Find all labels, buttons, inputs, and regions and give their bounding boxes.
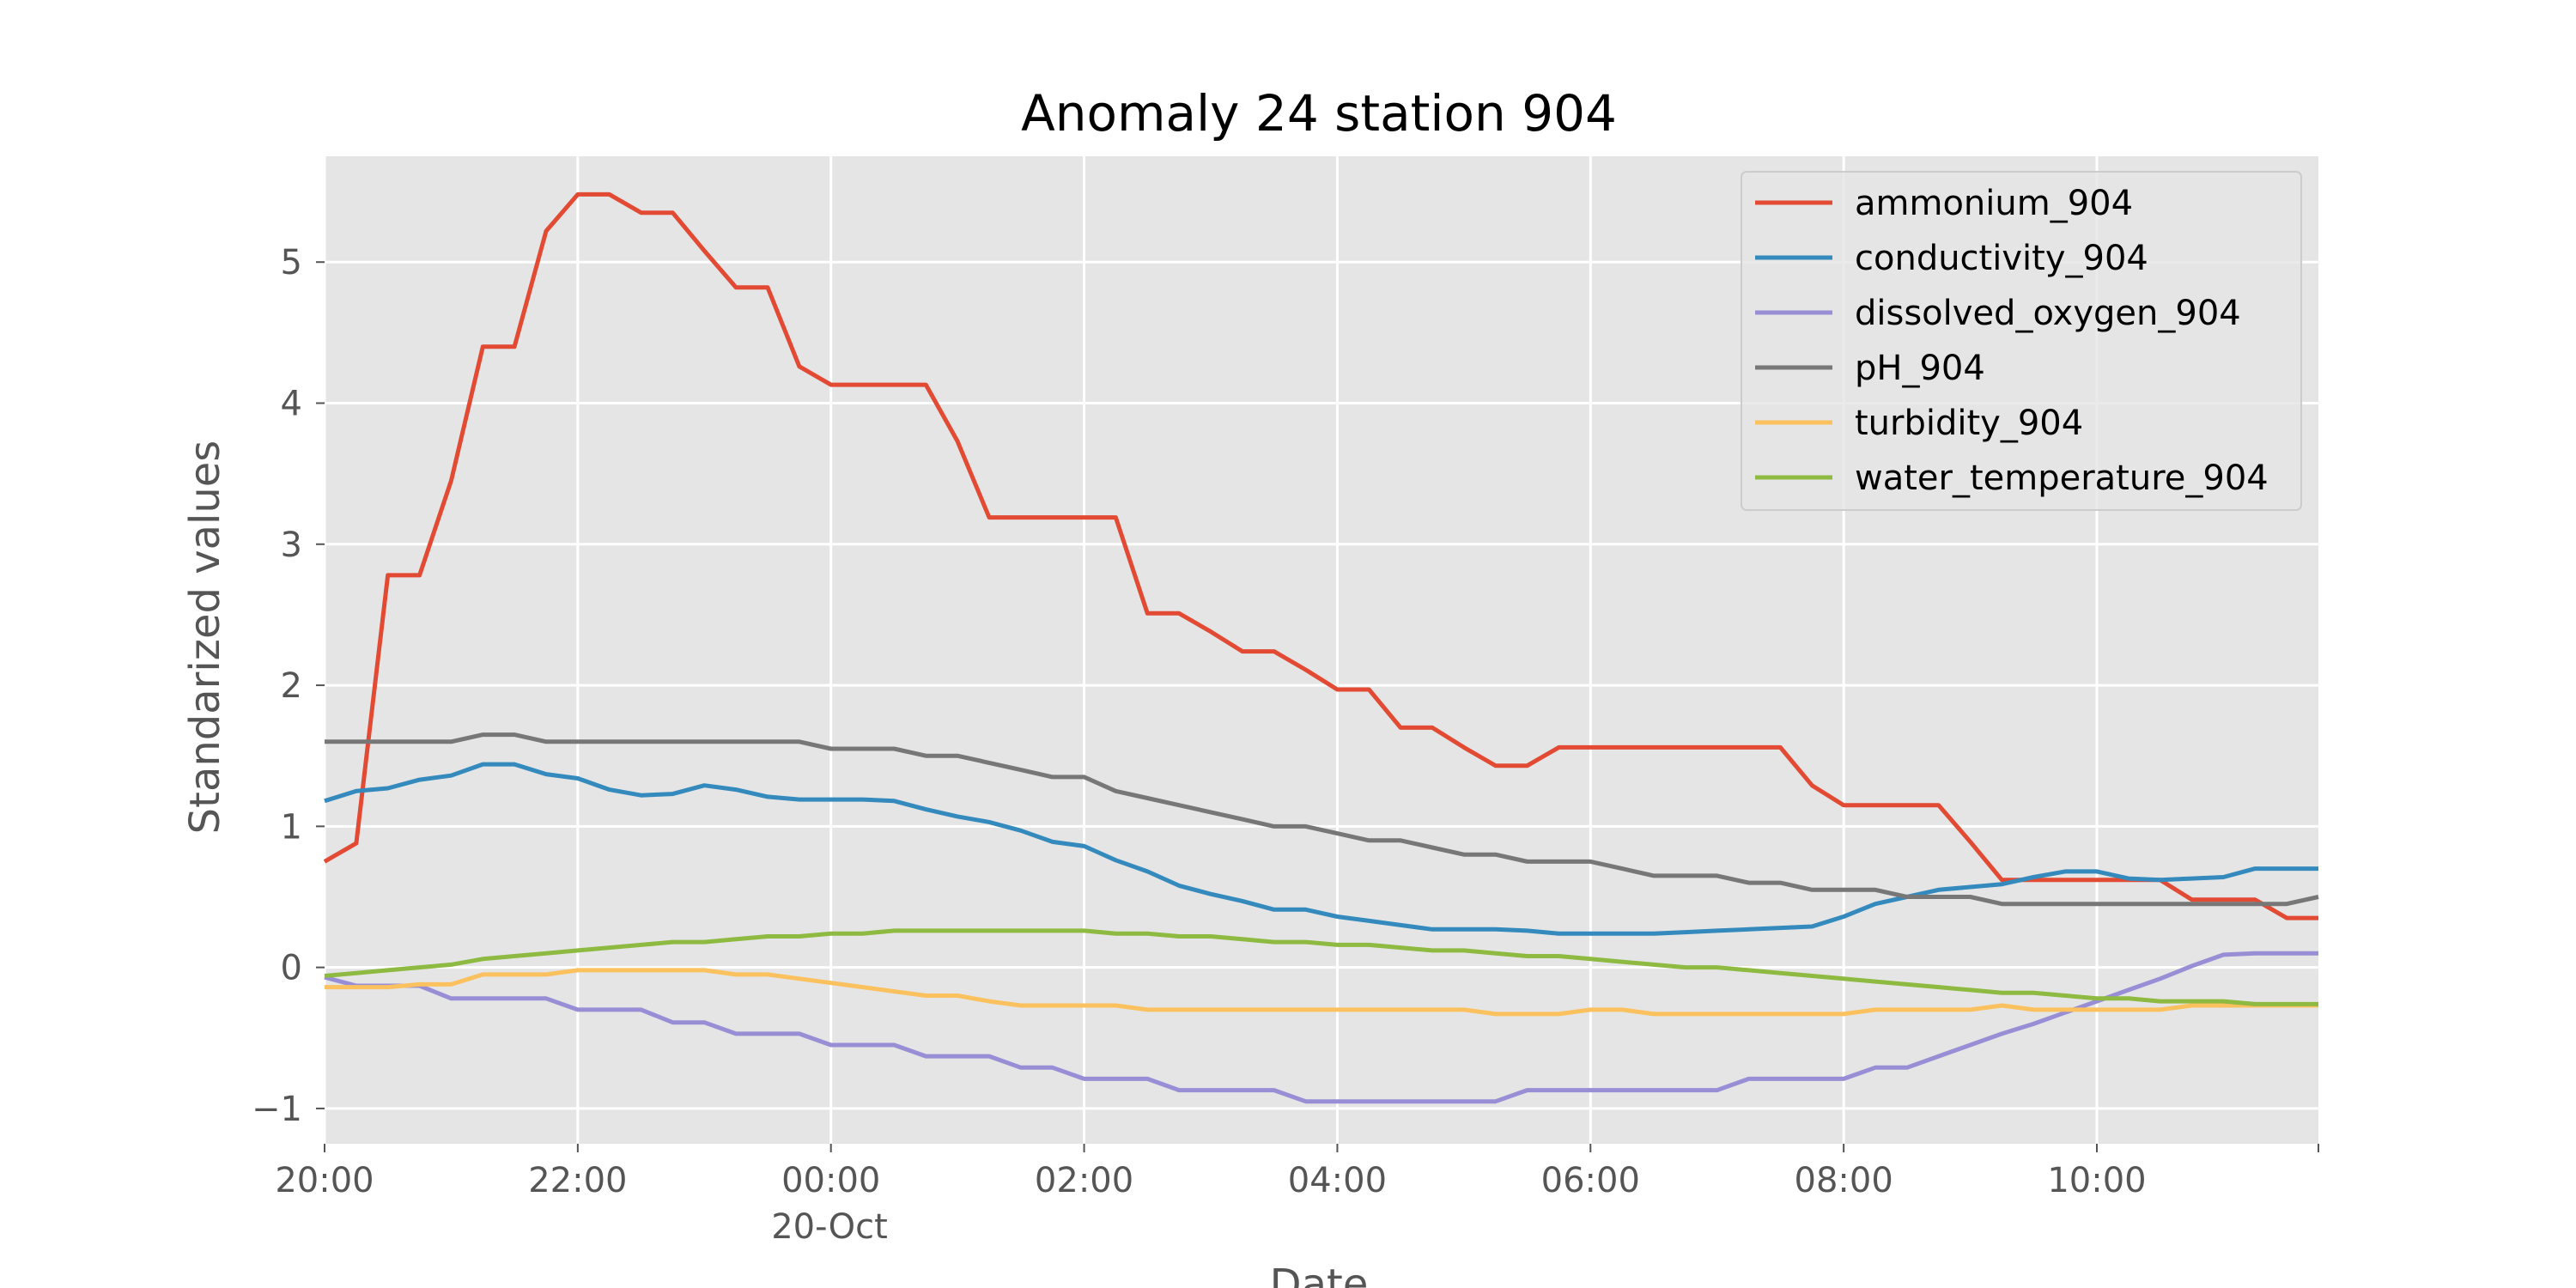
x-tick-label: 02:00	[1035, 1161, 1133, 1200]
series-line-turbidity_904	[325, 968, 2318, 1017]
x-tick-label: 08:00	[1795, 1161, 1893, 1200]
y-tick-label: 4	[281, 385, 302, 424]
y-axis-ticks: −1 0 1 2 3 4 5	[252, 243, 325, 1129]
y-tick-label: 3	[281, 526, 302, 565]
series-lines	[323, 191, 2319, 1104]
series-line-dissolved_oxygen_904	[324, 951, 2318, 1104]
y-tick-label: 5	[281, 243, 302, 283]
legend-box	[1741, 171, 2302, 511]
legend-label: water_temperature_904	[1855, 459, 2269, 498]
y-tick-label: 2	[281, 666, 302, 706]
x-tick-label: 06:00	[1541, 1161, 1640, 1200]
y-axis-label: Standarized values	[181, 440, 229, 835]
x-tick-label: 04:00	[1288, 1161, 1387, 1200]
series-line-water_temperature_904	[324, 928, 2318, 1006]
legend-label: conductivity_904	[1855, 239, 2148, 278]
y-tick-label: −1	[252, 1090, 302, 1129]
y-tick-label: 1	[281, 807, 302, 847]
x-tick-label: 22:00	[528, 1161, 627, 1200]
legend-label: ammonium_904	[1855, 184, 2133, 223]
series-line-pH_904	[325, 732, 2319, 907]
legend-label: dissolved_oxygen_904	[1855, 294, 2241, 333]
x-tick-label: 20:00	[275, 1161, 374, 1200]
series-line-conductivity_904	[324, 762, 2318, 936]
legend-label: pH_904	[1855, 349, 1985, 388]
chart-title: Anomaly 24 station 904	[1021, 84, 1617, 143]
y-tick-label: 0	[281, 949, 302, 988]
x-axis-label: Date	[1270, 1261, 1369, 1288]
legend-label: turbidity_904	[1855, 404, 2083, 443]
x-axis-ticks: 20:00 22:00 00:00 02:00 04:00 06:00 08:00 10:00	[275, 1144, 2319, 1200]
series-line-ammonium_904	[323, 191, 2318, 920]
legend: ammonium_904 conductivity_904 dissolved_ox…	[1741, 171, 2302, 511]
x-tick-label: 10:00	[2047, 1161, 2146, 1200]
x-tick-label: 00:00	[781, 1161, 880, 1200]
x-date-label: 20-Oct	[771, 1207, 888, 1247]
